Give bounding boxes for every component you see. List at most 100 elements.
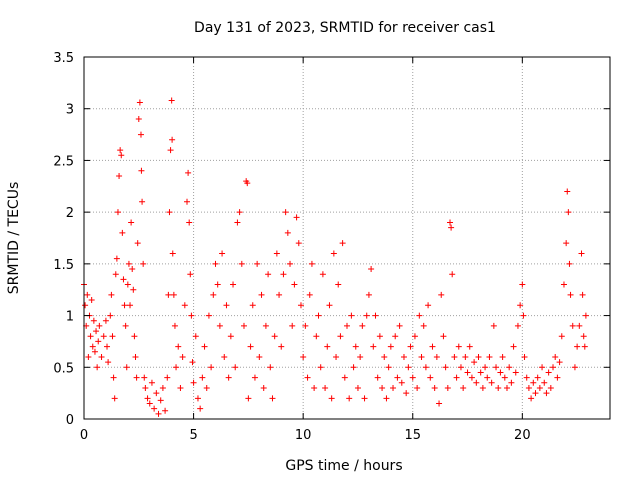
data-point bbox=[451, 353, 458, 360]
data-point bbox=[400, 353, 407, 360]
data-point bbox=[284, 229, 291, 236]
data-point bbox=[111, 395, 118, 402]
data-point bbox=[144, 395, 151, 402]
data-point bbox=[90, 317, 97, 324]
data-point bbox=[120, 276, 127, 283]
data-point bbox=[105, 359, 112, 366]
data-point bbox=[251, 374, 258, 381]
data-point bbox=[230, 281, 237, 288]
data-point bbox=[192, 333, 199, 340]
data-point bbox=[466, 343, 473, 350]
data-point bbox=[186, 219, 193, 226]
data-point bbox=[278, 343, 285, 350]
y-tick-label: 0 bbox=[66, 413, 74, 428]
y-tick-label: 1 bbox=[66, 310, 74, 325]
data-point bbox=[315, 312, 322, 319]
data-point bbox=[98, 353, 105, 360]
data-point bbox=[157, 397, 164, 404]
data-point bbox=[560, 281, 567, 288]
data-point bbox=[127, 302, 134, 309]
data-point bbox=[258, 291, 265, 298]
data-point bbox=[448, 224, 455, 231]
data-point bbox=[440, 333, 447, 340]
data-point bbox=[471, 359, 478, 366]
data-point bbox=[462, 353, 469, 360]
data-point bbox=[319, 271, 326, 278]
data-point bbox=[530, 379, 537, 386]
data-point bbox=[169, 250, 176, 257]
data-point bbox=[539, 364, 546, 371]
data-point bbox=[273, 250, 280, 257]
data-point bbox=[497, 369, 504, 376]
data-point bbox=[407, 343, 414, 350]
data-point bbox=[104, 343, 111, 350]
data-point bbox=[234, 219, 241, 226]
data-point bbox=[308, 260, 315, 267]
data-point bbox=[512, 369, 519, 376]
data-point bbox=[175, 343, 182, 350]
data-point bbox=[244, 180, 251, 187]
data-point bbox=[510, 343, 517, 350]
x-tick-label: 5 bbox=[189, 428, 197, 443]
data-point bbox=[385, 364, 392, 371]
data-point bbox=[431, 384, 438, 391]
data-point bbox=[550, 364, 557, 371]
data-point bbox=[484, 374, 491, 381]
data-point bbox=[100, 333, 107, 340]
data-point bbox=[110, 374, 117, 381]
data-point bbox=[528, 395, 535, 402]
data-point bbox=[141, 374, 148, 381]
data-point bbox=[210, 291, 217, 298]
data-point bbox=[490, 322, 497, 329]
data-point bbox=[102, 317, 109, 324]
data-point bbox=[135, 116, 142, 123]
data-point bbox=[545, 369, 552, 376]
data-point bbox=[361, 395, 368, 402]
data-point bbox=[232, 364, 239, 371]
data-point bbox=[134, 240, 141, 247]
data-point bbox=[525, 384, 532, 391]
data-point bbox=[280, 271, 287, 278]
data-point bbox=[479, 384, 486, 391]
data-point bbox=[521, 353, 528, 360]
data-point bbox=[197, 405, 204, 412]
data-point bbox=[517, 302, 524, 309]
data-point bbox=[457, 364, 464, 371]
data-point bbox=[238, 260, 245, 267]
data-point bbox=[302, 322, 309, 329]
data-point bbox=[405, 364, 412, 371]
data-point bbox=[181, 302, 188, 309]
data-point bbox=[245, 395, 252, 402]
data-point bbox=[194, 395, 201, 402]
data-point bbox=[199, 374, 206, 381]
data-point bbox=[240, 322, 247, 329]
data-point bbox=[289, 322, 296, 329]
data-point bbox=[453, 374, 460, 381]
data-point bbox=[574, 343, 581, 350]
data-point bbox=[311, 384, 318, 391]
data-point bbox=[350, 364, 357, 371]
data-point bbox=[188, 312, 195, 319]
data-point bbox=[414, 384, 421, 391]
data-point bbox=[130, 286, 137, 293]
data-point bbox=[219, 250, 226, 257]
data-point bbox=[124, 281, 131, 288]
data-point bbox=[438, 291, 445, 298]
data-point bbox=[357, 353, 364, 360]
y-tick-label: 2.5 bbox=[53, 154, 74, 169]
data-point bbox=[148, 379, 155, 386]
data-point bbox=[291, 281, 298, 288]
data-point bbox=[442, 364, 449, 371]
data-point bbox=[427, 374, 434, 381]
data-point bbox=[582, 312, 589, 319]
data-point bbox=[133, 374, 140, 381]
data-point bbox=[137, 131, 144, 138]
data-point bbox=[185, 169, 192, 176]
data-point bbox=[129, 266, 136, 273]
data-point bbox=[422, 364, 429, 371]
data-point bbox=[91, 348, 98, 355]
data-point bbox=[330, 250, 337, 257]
data-point bbox=[488, 379, 495, 386]
data-point bbox=[348, 312, 355, 319]
